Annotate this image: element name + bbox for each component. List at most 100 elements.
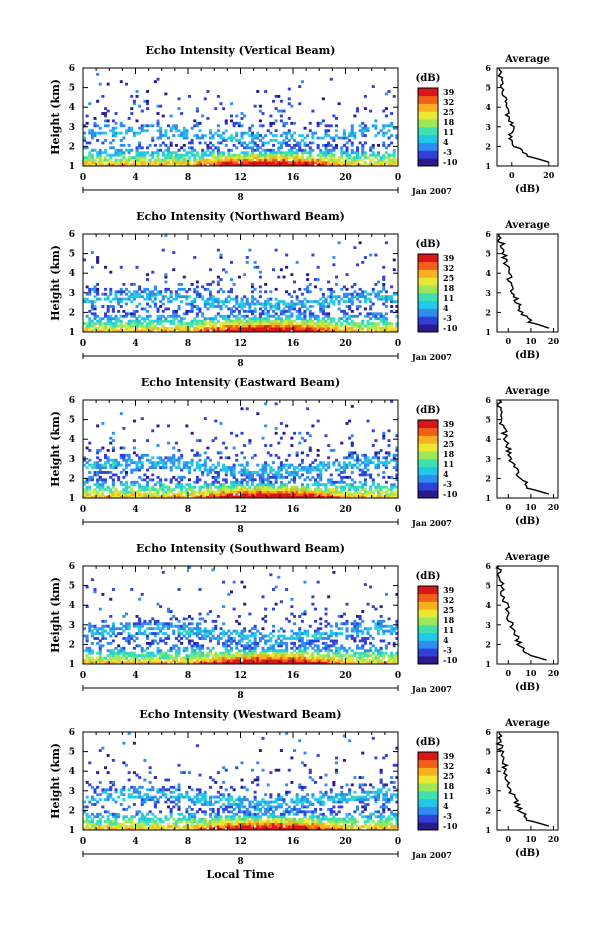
heatmap-cell xyxy=(290,121,294,125)
heatmap-cell xyxy=(143,495,147,499)
heatmap-cell xyxy=(119,483,123,487)
heatmap-cell xyxy=(135,305,139,308)
heatmap-cell xyxy=(258,295,262,299)
heatmap-cell xyxy=(366,461,370,465)
heatmap-cell xyxy=(146,163,150,167)
heatmap-cell xyxy=(138,654,142,658)
heatmap-cell xyxy=(240,324,244,328)
heatmap-cell xyxy=(143,124,147,128)
heatmap-cell xyxy=(132,161,136,164)
colorbar-swatch xyxy=(418,142,438,151)
colorbar-swatch xyxy=(418,127,438,136)
heatmap-cell xyxy=(203,463,207,467)
heatmap-cell xyxy=(243,324,247,328)
heatmap-cell xyxy=(319,151,323,155)
heatmap-cell xyxy=(382,275,386,279)
heatmap-cell xyxy=(177,493,181,496)
heatmap-cell xyxy=(130,458,134,462)
heatmap-cell xyxy=(222,163,226,167)
heatmap-cell xyxy=(363,490,367,494)
heatmap-cell xyxy=(235,493,239,496)
colorbar-tick-label: -3 xyxy=(443,479,452,489)
heatmap-cell xyxy=(209,295,213,299)
heatmap-cell xyxy=(182,624,186,628)
heatmap-cell xyxy=(198,307,202,311)
heatmap-cell xyxy=(314,161,318,164)
heatmap-cell xyxy=(311,161,315,164)
heatmap-cell xyxy=(180,329,184,333)
heatmap-cell xyxy=(342,158,346,162)
heatmap-cell xyxy=(361,322,365,326)
heatmap-cell xyxy=(172,268,176,272)
heatmap-cell xyxy=(130,94,134,98)
heatmap-cell xyxy=(369,488,373,492)
heatmap-cell xyxy=(203,134,207,137)
heatmap-cell xyxy=(143,656,147,660)
heatmap-cell xyxy=(293,475,297,479)
heatmap-cell xyxy=(303,319,307,323)
heatmap-cell xyxy=(332,146,336,150)
heatmap-cell xyxy=(135,654,139,658)
y-axis-label: Height (km) xyxy=(49,79,62,155)
heatmap-cell xyxy=(193,297,197,301)
heatmap-cell xyxy=(382,163,386,167)
heatmap-cell xyxy=(298,654,302,658)
heatmap-cell xyxy=(117,490,121,494)
heatmap-cell xyxy=(164,661,168,665)
heatmap-cell xyxy=(361,483,365,487)
heatmap-cell xyxy=(211,439,215,443)
heatmap-cell xyxy=(348,327,352,330)
heatmap-cell xyxy=(90,158,94,162)
heatmap-cell xyxy=(324,297,328,301)
heatmap-cell xyxy=(198,136,202,140)
heatmap-cell xyxy=(177,629,181,633)
heatmap-cell xyxy=(230,287,234,291)
heatmap-cell xyxy=(190,622,194,626)
heatmap-cell xyxy=(285,659,289,662)
heatmap-cell xyxy=(348,461,352,465)
heatmap-cell xyxy=(111,126,115,130)
heatmap-cell xyxy=(324,463,328,467)
heatmap-cell xyxy=(161,488,165,492)
heatmap-cell xyxy=(232,121,236,125)
heatmap-cell xyxy=(151,136,155,140)
heatmap-cell xyxy=(324,434,328,438)
heatmap-cell xyxy=(272,475,276,479)
heatmap-cell xyxy=(114,659,118,662)
heatmap-cell xyxy=(353,451,357,455)
heatmap-cell xyxy=(266,463,270,467)
heatmap-cell xyxy=(382,131,386,135)
heatmap-cell xyxy=(327,143,331,147)
heatmap-cell xyxy=(298,659,302,662)
heatmap-cell xyxy=(182,134,186,137)
heatmap-cell xyxy=(222,622,226,626)
heatmap-cell xyxy=(216,94,220,98)
heatmap-cell xyxy=(98,649,102,653)
heatmap-cell xyxy=(106,322,110,326)
heatmap-cell xyxy=(198,661,202,665)
heatmap-cell xyxy=(146,661,150,665)
heatmap-cell xyxy=(321,322,325,326)
heatmap-cell xyxy=(93,588,97,591)
heatmap-cell xyxy=(185,329,189,333)
heatmap-cell xyxy=(253,161,257,164)
heatmap-cell xyxy=(146,483,150,487)
heatmap-cell xyxy=(201,629,205,633)
heatmap-cell xyxy=(227,136,231,140)
heatmap-cell xyxy=(88,624,92,628)
heatmap-cell xyxy=(167,136,171,140)
heatmap-cell xyxy=(153,327,157,330)
heatmap-cell xyxy=(379,327,383,330)
heatmap-cell xyxy=(190,463,194,467)
heatmap-cell xyxy=(83,483,87,487)
heatmap-cell xyxy=(222,322,226,326)
heatmap-cell xyxy=(222,151,226,155)
heatmap-cell xyxy=(214,478,218,482)
heatmap-cell xyxy=(159,143,163,147)
y-tick-label: 3 xyxy=(69,289,75,299)
heatmap-cell xyxy=(285,649,289,653)
heatmap-cell xyxy=(109,654,113,658)
heatmap-cell xyxy=(287,314,291,318)
heatmap-cell xyxy=(211,329,215,333)
heatmap-cell xyxy=(253,136,257,140)
